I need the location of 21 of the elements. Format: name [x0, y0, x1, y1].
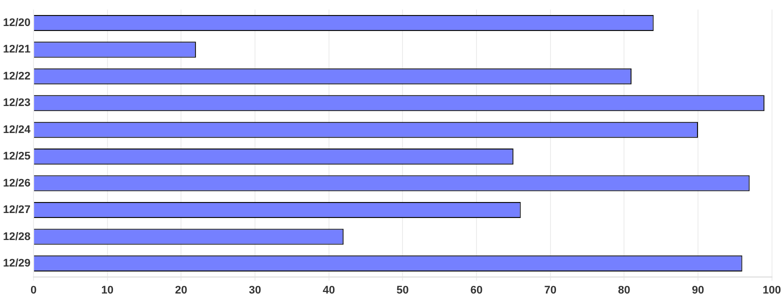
y-tick-label: 12/21 [2, 44, 31, 56]
x-tick-label: 60 [470, 284, 483, 296]
x-tick-label: 40 [322, 284, 335, 296]
x-tick-label: 0 [30, 284, 37, 296]
x-tick-label: 30 [248, 284, 262, 296]
x-tick-label: 80 [618, 284, 630, 296]
y-tick-label: 12/26 [2, 177, 31, 190]
x-tick-label: 70 [544, 284, 556, 296]
x-tick-label: 100 [762, 284, 782, 296]
x-tick-label: 10 [101, 284, 114, 296]
y-tick-label: 12/25 [2, 150, 31, 163]
y-tick-label: 12/29 [2, 257, 31, 270]
x-tick-label: 20 [175, 284, 188, 296]
y-tick-label: 12/20 [2, 16, 31, 29]
x-tick-label: 50 [396, 284, 409, 296]
y-tick-label: 12/28 [2, 230, 31, 243]
y-tick-label: 12/23 [2, 97, 31, 110]
y-tick-label: 12/27 [2, 204, 31, 216]
y-tick-label: 12/22 [2, 70, 31, 82]
y-tick-label: 12/24 [2, 124, 32, 136]
x-tick-label: 90 [692, 284, 704, 296]
